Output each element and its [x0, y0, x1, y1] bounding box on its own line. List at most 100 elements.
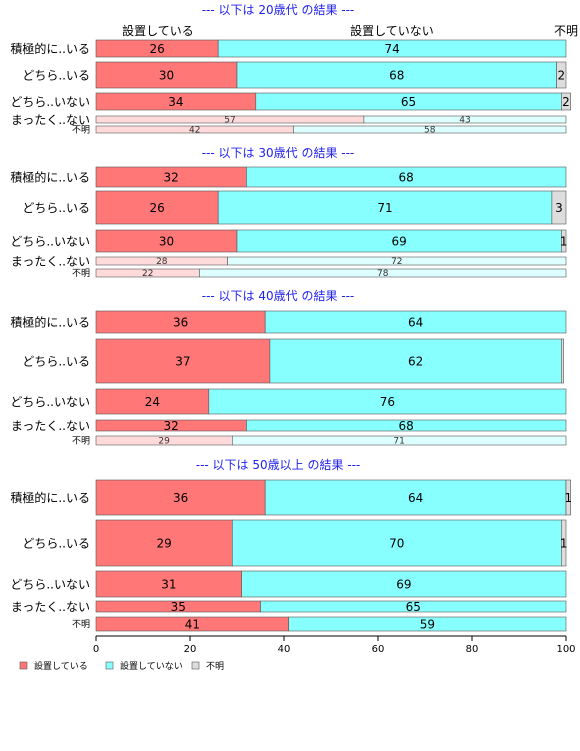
category-label: 不明	[72, 436, 90, 447]
x-tick-label: 100	[556, 644, 575, 655]
data-label: 26	[149, 201, 164, 215]
category-label: 積極的に..いる	[10, 169, 90, 184]
data-label: 78	[377, 269, 389, 279]
legend-swatch	[191, 661, 200, 670]
data-label: 30	[159, 234, 174, 248]
category-label: 積極的に..いる	[10, 41, 90, 56]
bar-segment	[556, 61, 567, 89]
data-label: 62	[408, 354, 423, 368]
data-label: 57	[224, 116, 235, 126]
legend-label: 設置していない	[120, 660, 183, 672]
bar-segment	[95, 519, 233, 567]
data-label: 22	[142, 269, 153, 279]
category-label: どちら..いない	[10, 395, 90, 409]
category-label: どちら..いない	[10, 577, 90, 591]
bar-segment	[95, 61, 238, 89]
data-label: 65	[406, 600, 421, 614]
panel-title: --- 以下は 30歳代 の結果 ---	[202, 146, 355, 160]
x-tick-label: 0	[93, 644, 99, 655]
bar-segment	[260, 600, 567, 613]
legend-label: 不明	[206, 661, 224, 672]
data-label: 32	[164, 419, 179, 433]
data-label: 68	[389, 68, 404, 82]
bar-segment	[227, 256, 567, 266]
x-tick-label: 20	[184, 644, 197, 655]
bar-segment	[551, 190, 567, 225]
top-series-label: 設置している	[122, 23, 194, 38]
data-label: 28	[156, 257, 168, 267]
data-label: 36	[173, 491, 188, 505]
data-label: 68	[399, 170, 414, 184]
data-label: 30	[159, 68, 174, 82]
bar-segment	[560, 229, 567, 253]
data-label: 43	[459, 116, 470, 126]
bar-segment	[217, 39, 567, 58]
data-label: 29	[157, 536, 172, 550]
category-label: 不明	[72, 268, 90, 279]
panel-title: --- 以下は 40歳代 の結果 ---	[202, 289, 355, 303]
category-label: 積極的に..いる	[10, 490, 90, 505]
bar-segment	[288, 616, 567, 632]
data-label: 58	[424, 126, 436, 136]
bar-segment	[217, 190, 553, 225]
x-tick-label: 40	[278, 644, 291, 655]
data-label: 76	[380, 395, 395, 409]
x-tick-label: 80	[466, 644, 479, 655]
data-label: 36	[173, 315, 188, 329]
data-label: 1	[565, 491, 573, 505]
data-label: 69	[396, 577, 411, 591]
top-series-label: 不明	[554, 24, 578, 38]
bar-segment	[363, 115, 567, 124]
data-label: 59	[420, 617, 435, 631]
data-label: 29	[158, 437, 170, 447]
data-label: 70	[389, 536, 404, 550]
data-label: 71	[393, 437, 404, 447]
bar-segment	[232, 519, 562, 567]
data-label: 3	[555, 201, 563, 215]
bar-segment	[246, 166, 567, 188]
bar-segment	[560, 338, 564, 384]
category-label: どちら..いない	[10, 234, 90, 248]
data-label: 1	[560, 234, 568, 248]
bar-segment	[264, 310, 567, 334]
x-tick-label: 60	[372, 644, 385, 655]
category-label: まったく..ない	[11, 254, 90, 268]
data-label: 68	[399, 419, 414, 433]
category-label: 積極的に..いる	[10, 314, 90, 329]
data-label: 37	[175, 354, 190, 368]
bar-segment	[95, 190, 219, 225]
category-label: まったく..ない	[11, 600, 90, 614]
bar-segment	[95, 479, 266, 516]
data-label: 32	[164, 170, 179, 184]
bar-segment	[95, 388, 210, 415]
category-label: 不明	[72, 619, 90, 630]
legend-swatch	[105, 661, 114, 670]
data-label: 41	[185, 617, 200, 631]
data-label: 2	[557, 68, 565, 82]
data-label: 72	[391, 257, 402, 267]
category-label: どちら..いない	[10, 95, 90, 109]
data-label: 65	[401, 95, 416, 109]
bar-segment	[232, 435, 567, 446]
data-label: 26	[149, 42, 164, 56]
data-label: 2	[562, 95, 570, 109]
data-label: 31	[161, 577, 176, 591]
data-label: 34	[168, 95, 183, 109]
data-label: 24	[145, 395, 160, 409]
category-label: 不明	[72, 125, 90, 136]
data-label: 64	[408, 315, 423, 329]
bar-segment	[241, 570, 567, 598]
panel-title: --- 以下は 20歳代 の結果 ---	[202, 3, 355, 17]
data-label: 35	[171, 600, 186, 614]
category-label: まったく..ない	[11, 419, 90, 433]
data-label: 74	[384, 42, 399, 56]
bar-segment	[208, 388, 567, 415]
data-label: 64	[408, 491, 423, 505]
bar-segment	[560, 92, 571, 111]
bar-segment	[269, 338, 562, 384]
bar-segment	[560, 519, 567, 567]
data-label: 1	[560, 536, 568, 550]
panel-title: --- 以下は 50歳以上 の結果 ---	[196, 458, 361, 472]
